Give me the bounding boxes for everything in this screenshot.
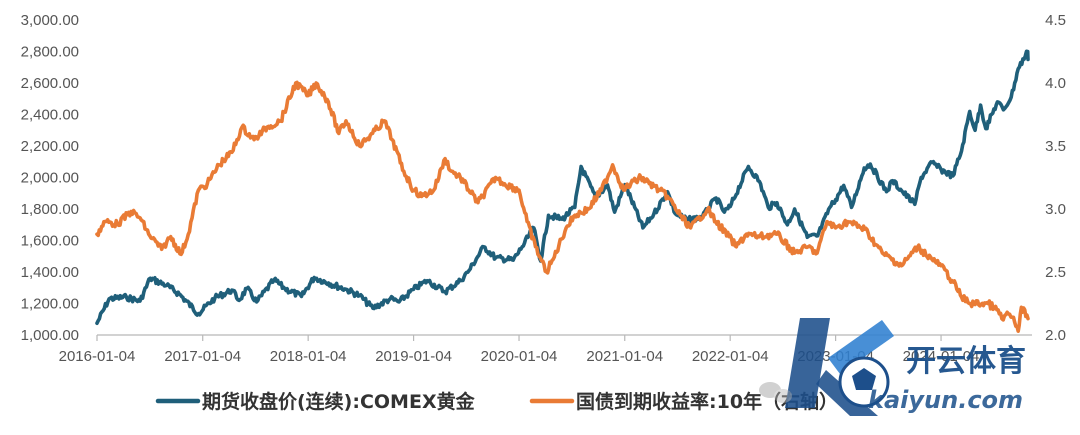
x-tick-label: 2019-01-04 xyxy=(375,348,452,365)
x-tick-label: 2022-01-04 xyxy=(692,348,769,365)
axis-layer: 2016-01-04 2017-01-04 2018-01-04 2019-01-04… xyxy=(21,12,1066,365)
y-left-tick-label: 1,000.00 xyxy=(21,327,79,344)
series-line-gold-futures xyxy=(95,49,1030,325)
y-right-tick-label: 2.5 xyxy=(1045,264,1066,281)
legend-label: 国债到期收益率:10年（右轴） xyxy=(576,390,838,413)
y-left-tick-label: 1,400.00 xyxy=(21,264,79,281)
watermark-brand: 开云体育 xyxy=(906,344,1026,379)
y-right-tick-label: 4.0 xyxy=(1045,75,1066,92)
y-right-tick-label: 3.5 xyxy=(1045,138,1066,155)
legend: 期货收盘价(连续):COMEX黄金 国债到期收益率:10年（右轴） xyxy=(155,390,838,413)
y-left-tick-label: 3,000.00 xyxy=(21,12,79,29)
y-right-tick-label: 3.0 xyxy=(1045,201,1066,218)
y-left-tick-label: 2,200.00 xyxy=(21,138,79,155)
x-tick-label: 2020-01-04 xyxy=(481,348,558,365)
y-left-tick-label: 2,800.00 xyxy=(21,44,79,61)
x-tick-label: 2024-01-04 xyxy=(903,348,980,365)
y-left-tick-label: 1,600.00 xyxy=(21,233,79,250)
y-right-tick-label: 4.5 xyxy=(1045,12,1066,29)
wechat-icon xyxy=(759,382,792,403)
y-left-tick-label: 2,400.00 xyxy=(21,107,79,124)
y-right-tick-label: 2.0 xyxy=(1045,327,1066,344)
watermark-domain: kaiyun.com xyxy=(868,386,1023,414)
x-tick-label: 2018-01-04 xyxy=(270,348,347,365)
x-tick-label: 2016-01-04 xyxy=(59,348,136,365)
series-line-bond-yield xyxy=(95,80,1030,333)
y-left-tick-label: 2,600.00 xyxy=(21,75,79,92)
watermark-logo-icon xyxy=(785,318,894,416)
x-tick-label: 2017-01-04 xyxy=(164,348,241,365)
y-left-tick-label: 1,200.00 xyxy=(21,296,79,313)
x-tick-label: 2021-01-04 xyxy=(586,348,663,365)
series-layer xyxy=(95,49,1030,333)
watermark: 开云体育 kaiyun.com xyxy=(759,318,1026,416)
y-left-tick-label: 2,000.00 xyxy=(21,170,79,187)
y-left-tick-label: 1,800.00 xyxy=(21,201,79,218)
legend-label: 期货收盘价(连续):COMEX黄金 xyxy=(202,390,476,413)
